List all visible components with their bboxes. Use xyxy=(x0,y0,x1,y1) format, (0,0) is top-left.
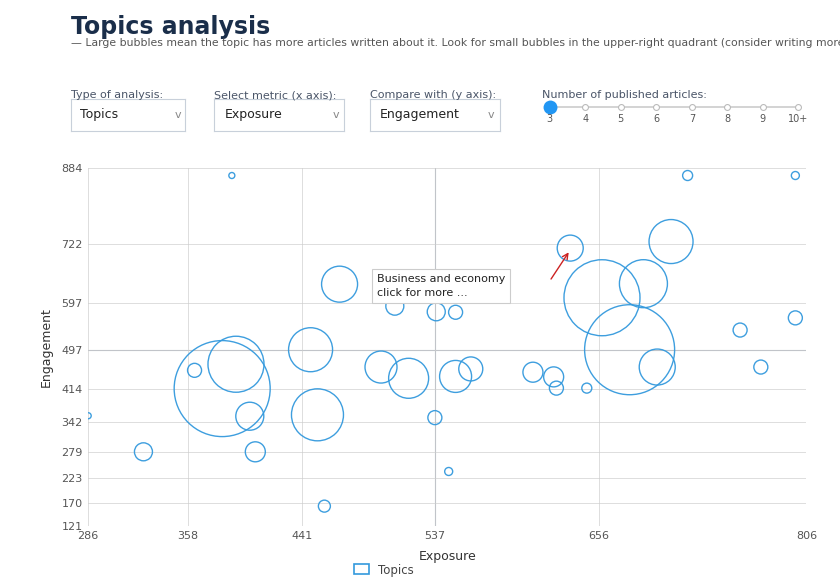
Point xyxy=(721,103,734,112)
Text: — Large bubbles mean the topic has more articles written about it. Look for smal: — Large bubbles mean the topic has more … xyxy=(71,38,840,48)
Point xyxy=(733,325,747,335)
Text: Exposure: Exposure xyxy=(224,108,282,121)
X-axis label: Exposure: Exposure xyxy=(418,550,476,562)
Point xyxy=(464,364,477,374)
Point xyxy=(623,345,637,354)
Text: 4: 4 xyxy=(582,114,588,124)
Point xyxy=(428,413,442,422)
Text: 8: 8 xyxy=(724,114,731,124)
Point xyxy=(318,501,331,511)
Point xyxy=(789,171,802,180)
Point xyxy=(792,103,806,112)
Point xyxy=(681,171,695,180)
Text: Number of published articles:: Number of published articles: xyxy=(542,90,706,100)
Text: Topics: Topics xyxy=(378,564,414,577)
Point xyxy=(580,383,594,393)
Point xyxy=(137,447,150,457)
Point xyxy=(685,103,699,112)
Point xyxy=(188,365,202,375)
Point xyxy=(547,372,560,382)
Point xyxy=(333,279,346,289)
Point xyxy=(754,363,768,372)
Point xyxy=(650,363,664,372)
Text: 3: 3 xyxy=(547,114,553,124)
Point xyxy=(442,467,455,476)
Point xyxy=(549,383,563,393)
Text: Compare with (y axis):: Compare with (y axis): xyxy=(370,90,496,100)
Point xyxy=(429,307,443,317)
Text: Type of analysis:: Type of analysis: xyxy=(71,90,164,100)
Point xyxy=(243,411,256,421)
Point xyxy=(215,384,228,393)
Text: 10+: 10+ xyxy=(788,114,809,124)
Text: Business and economy
click for more ...: Business and economy click for more ... xyxy=(377,274,505,298)
Text: Engagement: Engagement xyxy=(380,108,459,121)
Point xyxy=(225,171,239,180)
Point xyxy=(789,313,802,322)
Point xyxy=(375,363,388,372)
Point xyxy=(543,103,556,112)
Point xyxy=(249,447,262,457)
Text: Select metric (x axis):: Select metric (x axis): xyxy=(214,90,337,100)
Point xyxy=(579,103,592,112)
Text: v: v xyxy=(333,110,339,120)
Point xyxy=(564,243,577,253)
Text: 9: 9 xyxy=(760,114,766,124)
Y-axis label: Engagement: Engagement xyxy=(40,307,53,387)
Text: 6: 6 xyxy=(654,114,659,124)
Text: 5: 5 xyxy=(617,114,624,124)
Point xyxy=(311,410,324,419)
Text: v: v xyxy=(175,110,181,120)
Point xyxy=(596,293,609,302)
Point xyxy=(449,307,462,317)
Point xyxy=(756,103,769,112)
Text: Topics analysis: Topics analysis xyxy=(71,15,270,38)
Point xyxy=(614,103,627,112)
Point xyxy=(664,237,678,246)
Point xyxy=(637,279,650,288)
Text: Topics: Topics xyxy=(81,108,118,121)
Point xyxy=(81,411,95,421)
Text: 7: 7 xyxy=(689,114,695,124)
Point xyxy=(388,302,402,311)
Point xyxy=(229,360,243,369)
Point xyxy=(449,372,462,381)
Point xyxy=(649,103,663,112)
Bar xyxy=(354,564,370,574)
Text: v: v xyxy=(488,110,495,120)
Point xyxy=(526,368,539,377)
Point xyxy=(304,345,318,354)
Point xyxy=(402,374,415,383)
